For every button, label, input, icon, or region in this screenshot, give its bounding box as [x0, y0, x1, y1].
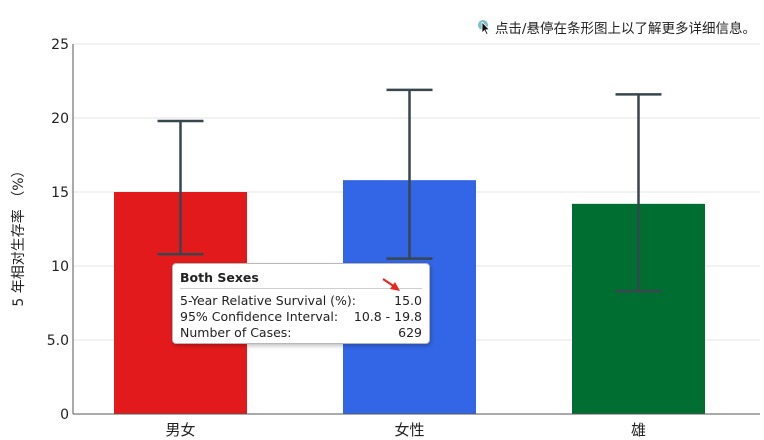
tooltip-row: Number of Cases: 629: [180, 325, 422, 341]
x-category-labels: 男女 女性 雄: [165, 421, 646, 439]
y-tick-label: 0: [60, 407, 69, 423]
x-category-label: 雄: [631, 421, 646, 439]
tooltip-row: 95% Confidence Interval: 10.8 - 19.8: [180, 309, 422, 325]
axes: [72, 44, 760, 415]
y-tick-label: 10: [51, 259, 69, 275]
tooltip-row-label: 5-Year Relative Survival (%):: [180, 293, 357, 308]
pointer-hint-icon: [477, 19, 492, 35]
bars: [114, 180, 705, 414]
y-axis-title: 5 年相对生存率 （%）: [10, 163, 27, 306]
y-tick-label: 20: [51, 111, 69, 127]
y-tick-label: 15: [51, 185, 69, 201]
tooltip-title: Both Sexes: [180, 270, 422, 289]
tooltip: Both Sexes 5-Year Relative Survival (%):…: [172, 263, 430, 344]
y-tick-label: 5.0: [47, 333, 69, 349]
tooltip-row-label: 95% Confidence Interval:: [180, 309, 339, 324]
tooltip-row-label: Number of Cases:: [180, 325, 292, 340]
hint-text: 点击/悬停在条形图上以了解更多详细信息。: [494, 21, 756, 37]
error-bars: [157, 88, 662, 293]
tooltip-row: 5-Year Relative Survival (%): 15.0: [180, 293, 422, 309]
tooltip-row-value: 629: [398, 325, 422, 340]
tooltip-row-value: 15.0: [394, 293, 422, 308]
x-category-label: 女性: [394, 421, 424, 439]
y-tick-label: 25: [51, 37, 69, 53]
tooltip-row-value: 10.8 - 19.8: [353, 309, 422, 324]
x-category-label: 男女: [165, 421, 195, 439]
hint-text-row: 点击/悬停在条形图上以了解更多详细信息。: [477, 17, 756, 37]
y-tick-labels: 0 5.0 10 15 20 25: [47, 37, 69, 423]
pointer-arrow-icon: [382, 278, 400, 291]
